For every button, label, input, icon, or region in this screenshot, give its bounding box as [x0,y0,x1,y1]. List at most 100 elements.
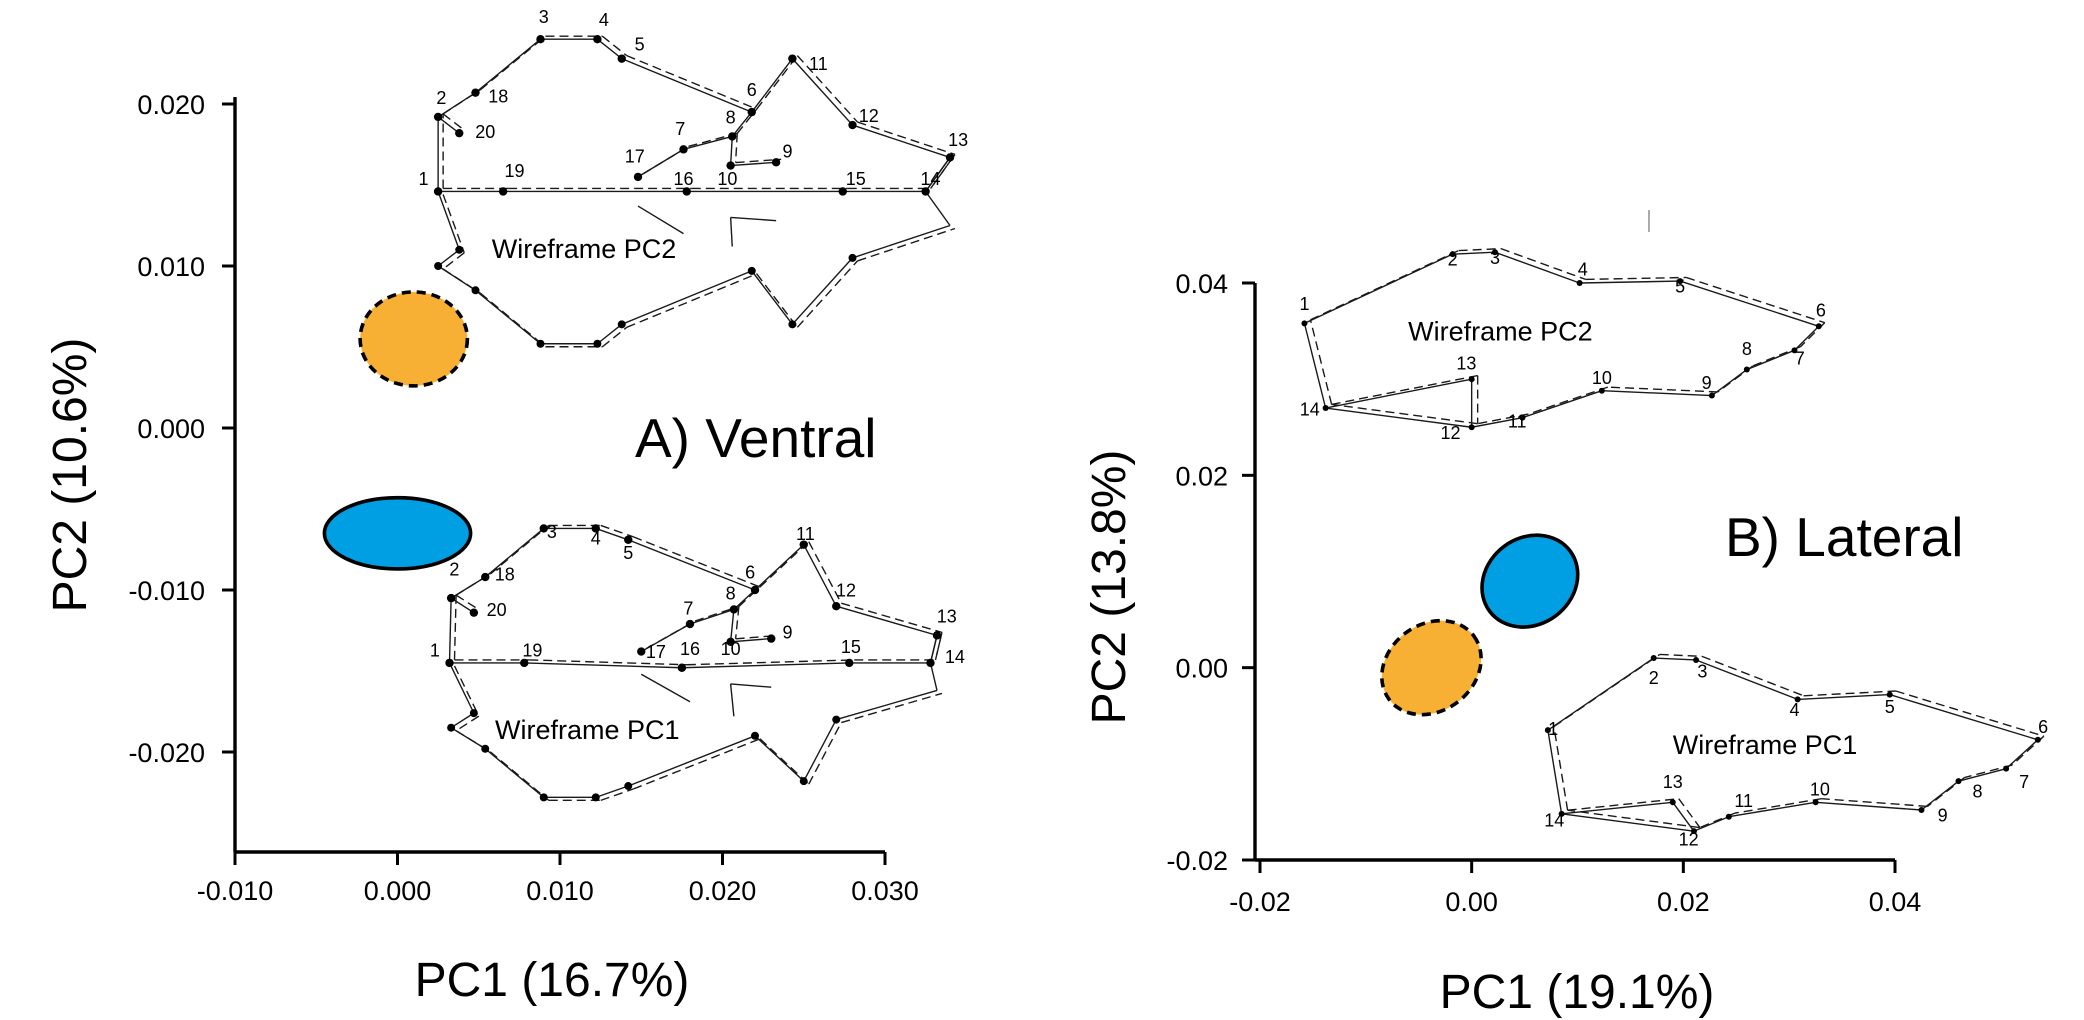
wireframe-edge-mirror [448,662,475,714]
wireframe-edge [1693,816,1730,832]
wireframe-edge-mirror-deformed [442,268,481,294]
ventral-y-axis-title: PC2 (10.6%) [44,338,97,613]
ventral-panel-title: A) Ventral [635,407,877,469]
wireframe-edge-mirror-deformed [455,715,480,732]
wireframe-edge [689,608,735,625]
wireframe-edge-deformed [489,524,550,575]
wireframe-landmark [848,120,857,130]
landmark-label: 2 [1448,250,1458,270]
landmark-label: 10 [721,639,741,659]
landmark-label: 11 [796,524,815,544]
wireframe-landmark [1725,813,1732,820]
wireframe-point-mirror [799,777,808,786]
ventral-group-ellipse [358,290,470,388]
wireframe-landmark [729,605,739,614]
wireframe-landmark [1322,405,1329,412]
lateral-x-tick-label: -0.02 [1229,887,1291,917]
wireframe-edge-mirror-deformed [796,260,859,328]
wireframe-landmark [536,35,545,44]
wireframe-point-mirror [469,709,478,718]
wireframe-edge-deformed [738,586,761,607]
landmark-label: 8 [1742,339,1752,359]
wireframe-edge [1653,657,1697,661]
wireframe-edge [1325,378,1472,409]
wireframe-edge-mirror [754,735,805,782]
wireframe-edge [596,38,623,60]
landmark-label: 12 [836,580,856,600]
wireframe-edge-deformed [1477,413,1529,425]
wireframe-landmark [921,187,930,196]
wireframe-landmark [845,658,854,668]
wireframe-edge [1547,730,1563,814]
wireframe-edge [1579,280,1681,284]
wireframe-edge-deformed [600,524,634,538]
wireframe-edge-mirror-deformed [808,722,842,785]
landmark-label: 12 [1679,830,1699,850]
wireframe-edge [754,544,805,591]
wireframe-edge-deformed [1310,249,1459,321]
ventral-y-tick-label: 0.010 [137,252,205,282]
landmark-label: 9 [1938,806,1948,826]
lateral-panel-title: B) Lateral [1725,506,1963,568]
wireframe-edge-deformed [601,35,628,57]
wireframe-edge [621,57,753,113]
landmark-label: 20 [487,600,507,620]
wireframe-edge-deformed [1567,798,1679,811]
landmark-label: 3 [1490,248,1500,268]
wireframe-landmark [624,535,633,544]
wireframe-edge-deformed [1585,276,1687,281]
landmark-label: 13 [937,606,957,626]
landmark-label: 9 [782,623,792,643]
wireframe-point-mirror [624,782,633,791]
wireframe-edge-mirror [929,662,938,691]
wireframe-edge [852,124,951,159]
wireframe-edge-mirror [730,683,772,688]
wireframe-landmark [799,540,808,549]
wireframe-edge [1695,659,1798,701]
wireframe-edge-deformed [1701,655,1804,697]
landmark-label: 11 [1734,791,1753,811]
landmark-label: 17 [625,146,645,166]
wireframe-point-mirror [617,320,626,329]
wireframe-edge-mirror [925,191,951,226]
landmark-label: 3 [1697,661,1707,681]
landmark-label: 7 [675,119,685,139]
landmark-label: 10 [1592,368,1612,388]
wireframe-edge-mirror-deformed [601,326,628,348]
landmark-label: 16 [673,169,693,189]
landmark-label: 6 [747,80,757,100]
wireframe-edge [1797,693,1890,701]
wireframe-edge-deformed [808,541,842,604]
ventral-x-tick-label: -0.010 [197,876,274,906]
landmark-label: 14 [945,647,965,667]
wireframe-point-mirror [751,731,759,740]
wireframe-label: Wireframe PC2 [492,234,677,264]
wireframe-edge-mirror-deformed [442,194,465,254]
landmark-label: 4 [1578,259,1588,279]
landmark-label: 16 [680,639,700,659]
landmark-label: 3 [547,522,557,542]
landmark-label: 1 [1299,294,1309,314]
wireframe-edge [729,609,735,642]
landmark-label: 4 [1789,700,1799,720]
wireframe-landmark [767,634,776,643]
lateral-y-tick-label: 0.02 [1175,461,1228,491]
landmark-label: 11 [1508,411,1527,431]
wireframe-point-mirror [455,245,464,254]
wireframe-point-mirror [481,744,490,753]
wireframe-edge-deformed [736,108,758,134]
wireframe-edge [448,598,452,663]
wireframe-edge [730,161,777,167]
lateral-x-axis-title: PC1 (19.1%) [1440,966,1715,1019]
wireframe-label: Wireframe PC2 [1408,317,1593,347]
wireframe-landmark [1812,799,1819,806]
wireframe-edge-deformed [1895,690,2045,737]
wireframe-edge-deformed [734,133,738,163]
wireframe-landmark [1558,810,1565,817]
landmark-label: 9 [1702,373,1712,393]
wireframe-landmark [617,54,626,63]
wireframe-edge [730,637,772,643]
landmark-label: 13 [1456,354,1476,374]
wireframe-edge [803,544,837,607]
